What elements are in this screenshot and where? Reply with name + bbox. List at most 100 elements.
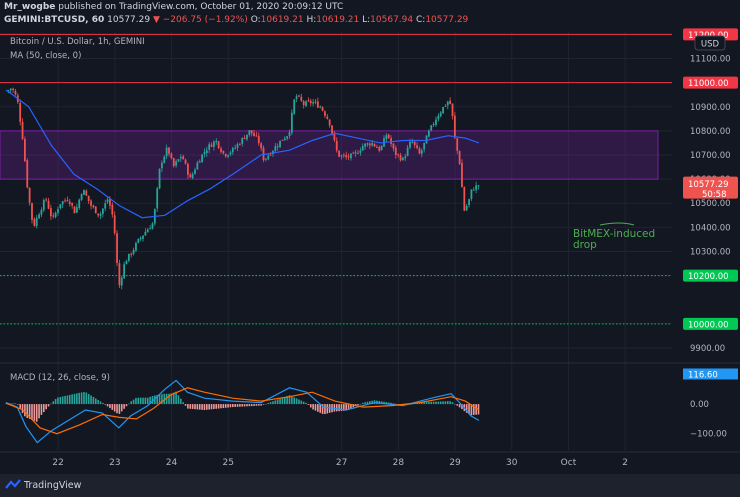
macd-histogram-bar	[71, 394, 73, 405]
candle-body	[26, 160, 29, 188]
macd-histogram-bar	[97, 399, 99, 405]
candle-body	[416, 145, 418, 148]
candle-body	[120, 277, 123, 286]
macd-histogram-bar	[428, 401, 430, 405]
macd-tick-label: −100.00	[690, 430, 727, 440]
candle-body	[321, 107, 324, 111]
macd-histogram-bar	[423, 402, 425, 405]
candle-body	[42, 200, 45, 211]
candle-body	[354, 152, 357, 154]
macd-histogram-bar	[250, 404, 253, 407]
horizontal-lines[interactable]	[0, 33, 672, 325]
macd-histogram-bar	[201, 404, 203, 410]
macd-histogram-bar	[248, 404, 251, 407]
macd-histogram-bar	[470, 404, 473, 416]
tradingview-logo[interactable]: TradingView	[5, 479, 82, 491]
signal-line	[5, 387, 480, 435]
candle-body	[52, 215, 55, 217]
candle-body	[324, 111, 326, 116]
macd-histogram-bar	[468, 404, 470, 415]
macd-value-tag[interactable]	[683, 368, 738, 380]
level-price-tag[interactable]	[683, 317, 738, 330]
macd-histogram-bar	[392, 403, 395, 405]
macd-histogram-bar	[347, 404, 350, 410]
macd-histogram-bar	[203, 404, 206, 411]
macd-histogram-bar	[59, 396, 62, 405]
level-price-tag[interactable]	[683, 76, 738, 89]
candle-body	[376, 146, 378, 148]
macd-histogram-bar	[449, 401, 451, 405]
macd-histogram-bar	[184, 404, 187, 406]
candle-body	[260, 143, 263, 149]
macd-histogram-bar	[364, 402, 366, 405]
macd-histogram-bar	[128, 403, 130, 405]
candle-body	[380, 145, 383, 151]
time-axis[interactable]: 22 23 24 25 27 28 29 30 Oct 2	[52, 458, 628, 468]
macd-histogram-bar	[387, 402, 390, 405]
candle-body	[451, 103, 454, 117]
candle-body	[420, 150, 423, 154]
macd-histogram-bar	[104, 404, 107, 405]
candle-body	[241, 137, 244, 144]
macd-histogram-bar	[149, 396, 151, 405]
candle-body	[172, 158, 175, 167]
candle-body	[468, 199, 470, 206]
candle-body	[442, 107, 444, 114]
author-name[interactable]: Mr_wogbe	[4, 2, 56, 12]
candle-body	[288, 132, 291, 137]
candle-body	[465, 205, 468, 211]
macd-histogram-bar	[187, 404, 189, 409]
macd-histogram-bar	[295, 398, 298, 405]
macd-histogram-bar	[180, 398, 182, 405]
macd-histogram-bar	[210, 404, 213, 410]
candle-body	[97, 213, 100, 216]
macd-histogram-bar	[359, 403, 362, 405]
candle-body	[345, 155, 348, 158]
price-tick-label: 11100.00	[690, 55, 731, 65]
candle-body	[40, 209, 43, 215]
macd-histogram-bar	[125, 404, 128, 407]
candle-body	[38, 214, 40, 219]
currency-badge[interactable]: USD	[694, 35, 726, 51]
candle-body	[144, 231, 147, 236]
candle-body	[208, 144, 211, 150]
candle-body	[163, 156, 166, 163]
candle-body	[73, 206, 76, 214]
candle-body	[269, 154, 272, 156]
candle-body	[68, 201, 71, 204]
macd-histogram-bar	[35, 404, 38, 422]
candle-body	[385, 135, 388, 140]
macd-axis[interactable]: −100.00 0.00 116.60	[683, 368, 738, 440]
macd-histogram-bar	[291, 396, 293, 405]
level-price-tag[interactable]	[683, 269, 738, 282]
annotation-text-line2: drop	[573, 239, 597, 251]
macd-histogram-bar	[9, 403, 12, 405]
macd-histogram-bar	[444, 401, 447, 405]
macd-histogram-bar	[430, 401, 433, 405]
annotation[interactable]: BitMEX-induced drop	[573, 222, 655, 251]
candle-body	[189, 174, 192, 178]
macd-histogram-bar	[262, 404, 265, 405]
macd-histogram-bar	[61, 396, 64, 405]
candle-body	[477, 185, 480, 187]
candle-body	[394, 147, 397, 155]
candle-body	[373, 143, 376, 147]
last-price-tag[interactable]	[683, 176, 738, 199]
consolidation-zone[interactable]	[0, 130, 659, 180]
candle-body	[307, 100, 310, 102]
candle-body	[104, 203, 107, 209]
macd-histogram-bar	[106, 404, 109, 407]
candle-body	[191, 173, 194, 179]
macd-histogram-bar	[54, 399, 57, 405]
macd-histogram-bar	[224, 404, 227, 408]
candle-body	[312, 102, 315, 104]
macd-histogram-bar	[123, 404, 125, 409]
macd-histogram-bar	[317, 404, 319, 412]
candle-body	[49, 208, 52, 217]
candle-body	[253, 132, 255, 137]
candle-body	[357, 152, 359, 154]
macd-histogram-bar	[137, 397, 140, 405]
macd-histogram-bar	[442, 401, 444, 405]
candle-body	[217, 141, 220, 148]
